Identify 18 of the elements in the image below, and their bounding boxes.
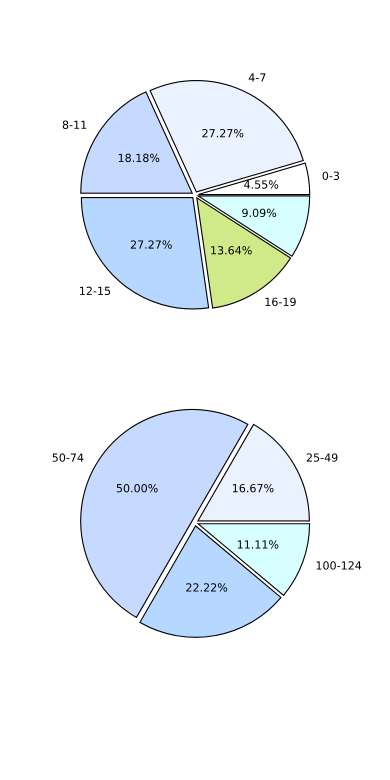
slice-label: 16-19 xyxy=(265,298,296,306)
slice-label: 100-124 xyxy=(316,561,362,570)
data-label: 27.27% xyxy=(130,240,172,249)
data-label: 16.67% xyxy=(232,484,274,492)
data-label: 13.64% xyxy=(211,246,252,254)
data-label: 4.55% xyxy=(244,180,278,189)
slice-label: 8-11 xyxy=(62,120,86,129)
data-label: 18.18% xyxy=(118,154,160,162)
data-label: 22.22% xyxy=(186,583,228,592)
data-label: 50.00% xyxy=(116,484,158,492)
slice-label: 25-49 xyxy=(306,453,338,462)
data-label: 11.11% xyxy=(238,540,278,549)
slice-label: 50-74 xyxy=(52,453,84,462)
data-label: 9.09% xyxy=(242,208,276,218)
data-label: 27.27% xyxy=(202,129,244,138)
slice-label: 4-7 xyxy=(248,73,266,82)
slice-label: 0-3 xyxy=(322,172,340,180)
slice-label: 12-15 xyxy=(80,286,110,296)
